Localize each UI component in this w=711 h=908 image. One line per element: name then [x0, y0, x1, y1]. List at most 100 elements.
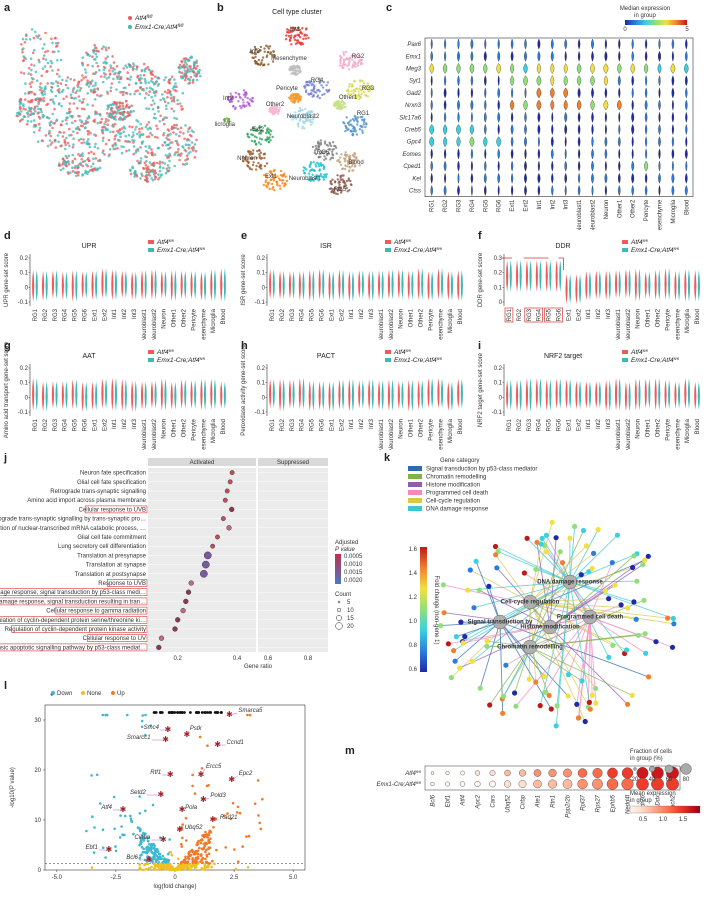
- umap-a-point: [159, 115, 162, 118]
- violin-group-label: Other2: [181, 418, 187, 437]
- umap-b-point: [339, 156, 341, 158]
- violin-shape: [391, 379, 393, 411]
- umap-a-point: [71, 122, 74, 125]
- umap-b-point: [262, 64, 264, 66]
- l-point-capped: [209, 711, 212, 714]
- go-dot: [221, 516, 225, 520]
- l-point: [159, 855, 162, 858]
- umap-a-point: [147, 166, 150, 169]
- umap-a-point: [186, 162, 189, 165]
- umap-a-point: [110, 104, 113, 107]
- umap-a-point: [195, 139, 198, 142]
- umap-a-point: [165, 137, 168, 140]
- umap-b-point: [350, 184, 352, 186]
- umap-b-point: [325, 84, 327, 86]
- l-point: [213, 863, 216, 866]
- l-point: [200, 842, 203, 845]
- umap-a-point: [70, 96, 73, 99]
- umap-a-point: [134, 128, 137, 131]
- umap-a-point: [176, 103, 179, 106]
- l-point: [124, 815, 127, 818]
- l-point: [181, 845, 184, 848]
- umap-a-point: [104, 120, 107, 123]
- m-frac-tick: 40: [649, 777, 656, 783]
- umap-b-point: [340, 153, 342, 155]
- go-term-label: Regulation of cyclin-dependent protein k…: [5, 627, 146, 633]
- umap-a-point: [110, 86, 113, 89]
- umap-b-point: [314, 163, 316, 165]
- umap-clusters: Cell type cluster Int1Int3RG2MesenchymeI…: [215, 0, 380, 195]
- c-violin: [685, 112, 687, 122]
- l-point: [201, 867, 204, 870]
- umap-b-point: [243, 104, 245, 106]
- umap-b-point: [331, 151, 333, 153]
- umap-a-point: [22, 47, 25, 50]
- c-violin: [471, 173, 473, 183]
- umap-a-point: [57, 81, 60, 84]
- umap-a-point: [150, 177, 153, 180]
- l-point: [115, 850, 118, 853]
- k-node: [581, 528, 586, 533]
- umap-a-point: [81, 120, 84, 123]
- violin-shape: [302, 378, 304, 409]
- c-violin: [685, 51, 687, 61]
- umap-a-point: [61, 79, 64, 82]
- umap-a-point: [164, 76, 167, 79]
- c-violin: [564, 124, 566, 134]
- umap-a-point: [109, 64, 112, 67]
- violin-shape: [289, 380, 291, 409]
- go-dot: [228, 480, 232, 484]
- umap-b-point: [306, 34, 308, 36]
- violin-shape: [526, 378, 528, 412]
- j-xtick: 0.6: [264, 656, 273, 662]
- violin-shape: [352, 379, 354, 412]
- violin-shape: [85, 382, 87, 412]
- umap-a-point: [35, 71, 38, 74]
- l-point: [138, 827, 141, 830]
- umap-a-point: [30, 107, 33, 110]
- umap-b-point: [361, 80, 363, 82]
- umap-a-point: [119, 105, 122, 108]
- violin-nrf2: NRF2 targetAtf4fl/flEmx1-Cre;Atf4fl/fl0.…: [474, 340, 711, 450]
- umap-b-point: [298, 34, 300, 36]
- umap-b-point: [266, 186, 268, 188]
- k-edge: [515, 647, 530, 693]
- violin-shape: [72, 270, 74, 302]
- k-node: [554, 723, 559, 728]
- umap-a-point: [56, 45, 59, 48]
- c-violin: [484, 185, 486, 195]
- c-violin: [659, 88, 661, 98]
- cluster-label: RG3: [362, 86, 375, 92]
- umap-a-point: [31, 81, 34, 84]
- umap-a-point: [67, 76, 70, 79]
- c-violin: [645, 88, 647, 98]
- umap-b-point: [353, 80, 355, 82]
- l-point: [123, 834, 126, 837]
- violin-shape: [322, 269, 324, 300]
- go-dot: [227, 525, 232, 530]
- umap-a-point: [20, 71, 23, 74]
- umap-a-point: [123, 108, 126, 111]
- c-violin: [471, 185, 473, 195]
- umap-a-point: [111, 125, 114, 128]
- violin-shape: [638, 379, 640, 411]
- violin-group-label: Int3: [369, 418, 375, 429]
- umap-a-point: [44, 65, 47, 68]
- panel-label-j: j: [4, 452, 7, 464]
- umap-a-point: [95, 134, 98, 137]
- umap-a-point: [20, 102, 23, 105]
- umap-b-point: [332, 141, 334, 143]
- violin-shape: [368, 379, 370, 410]
- umap-a-point: [135, 119, 138, 122]
- umap-a-point: [51, 141, 54, 144]
- violin-shape: [599, 270, 601, 299]
- l-point: [188, 853, 191, 856]
- c-violin: [578, 39, 580, 49]
- umap-a-point: [129, 169, 132, 172]
- violin-group-label: Neuroblast2: [389, 418, 395, 450]
- umap-b-point: [354, 153, 356, 155]
- c-group-label: Blood: [684, 200, 690, 215]
- m-gene-label: Ephb5: [611, 794, 617, 812]
- umap-b-point: [285, 38, 287, 40]
